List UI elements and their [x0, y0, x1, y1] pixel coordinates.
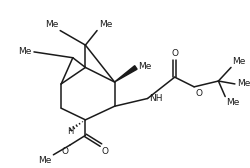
- Text: H: H: [66, 127, 73, 136]
- Text: Me: Me: [225, 98, 238, 107]
- Text: Me: Me: [98, 20, 112, 29]
- Text: O: O: [102, 147, 108, 156]
- Text: Me: Me: [236, 79, 249, 88]
- Text: O: O: [62, 147, 69, 156]
- Text: Me: Me: [137, 62, 150, 71]
- Text: O: O: [170, 49, 177, 58]
- Text: Me: Me: [231, 57, 244, 67]
- Text: Me: Me: [38, 156, 51, 165]
- Text: Me: Me: [18, 47, 31, 56]
- Text: NH: NH: [149, 94, 162, 103]
- Text: Me: Me: [45, 20, 58, 29]
- Text: O: O: [194, 89, 201, 98]
- Polygon shape: [114, 66, 136, 82]
